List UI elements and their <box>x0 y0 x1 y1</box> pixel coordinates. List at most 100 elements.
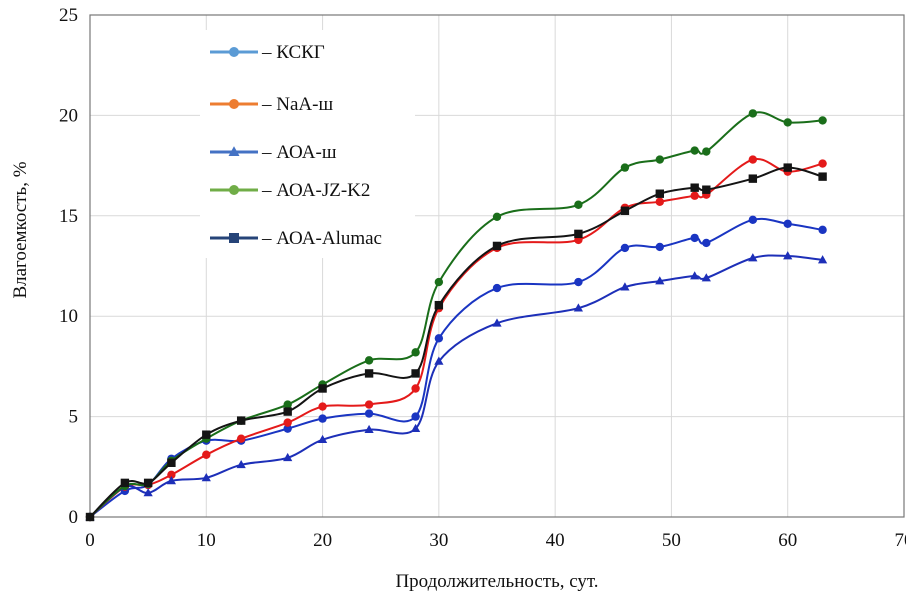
data-point <box>167 470 176 480</box>
data-point <box>783 118 792 127</box>
data-point <box>655 242 664 252</box>
legend-item: – АОА-JZ-K2 <box>210 180 370 201</box>
data-point <box>574 277 583 287</box>
data-point <box>434 300 444 310</box>
x-tick-label: 0 <box>85 530 95 551</box>
data-point <box>229 185 239 195</box>
data-point <box>434 277 444 287</box>
data-point <box>492 318 502 327</box>
data-point <box>410 423 421 433</box>
data-point <box>364 400 374 409</box>
legend-label: – КСКГ <box>261 42 325 63</box>
series-line <box>89 217 823 518</box>
data-point <box>818 225 827 235</box>
data-point <box>620 243 630 253</box>
data-point <box>364 409 374 418</box>
legend-item: – NaA-ш <box>210 94 333 115</box>
data-point <box>574 200 583 209</box>
data-point <box>236 434 246 443</box>
data-point <box>236 459 246 469</box>
data-point <box>492 283 502 293</box>
x-tick-label: 60 <box>778 530 797 551</box>
y-tick-label: 0 <box>69 507 79 528</box>
data-point <box>817 255 828 264</box>
data-point <box>229 99 239 109</box>
data-point <box>701 273 711 282</box>
data-point <box>818 116 827 125</box>
data-point <box>228 146 240 156</box>
data-point <box>434 356 444 365</box>
legend-item: – АОА-Alumac <box>210 228 382 249</box>
data-point <box>573 303 584 312</box>
series-line <box>89 166 823 518</box>
data-point <box>143 488 153 497</box>
series-line <box>89 157 823 518</box>
data-point <box>202 450 211 459</box>
x-tick-label: 30 <box>429 530 448 551</box>
series-group <box>85 109 828 522</box>
data-point <box>620 163 630 172</box>
legend: – КСКГ – NaA-ш – АОА-ш – АОА-JZ-K2 – АОА-Alu… <box>200 30 415 258</box>
data-point <box>620 206 630 215</box>
x-axis-label: Продолжительность, сут. <box>395 571 598 592</box>
data-point <box>748 174 758 183</box>
series-2 <box>85 155 827 522</box>
data-point <box>201 473 211 482</box>
x-tick-label: 50 <box>662 530 681 551</box>
data-point <box>411 348 420 357</box>
data-point <box>167 458 176 467</box>
data-point <box>492 241 502 251</box>
legend-label: – АОА-Alumac <box>261 228 382 249</box>
data-point <box>702 238 711 248</box>
data-point <box>411 412 420 421</box>
x-tick-label: 40 <box>546 530 565 551</box>
data-point <box>783 219 792 229</box>
data-point <box>318 384 327 393</box>
plot-frame <box>89 14 905 518</box>
x-tick-label: 70 <box>895 530 906 551</box>
y-tick-label: 20 <box>59 105 78 126</box>
data-point <box>702 147 711 156</box>
data-point <box>690 146 699 155</box>
y-tick-label: 5 <box>69 407 79 428</box>
data-point <box>655 197 664 206</box>
data-point <box>283 400 292 409</box>
y-tick-label: 10 <box>59 306 78 327</box>
series-line <box>89 254 823 518</box>
legend-item: – АОА-ш <box>210 142 337 163</box>
data-point <box>434 334 444 343</box>
data-point <box>283 407 292 416</box>
series-line <box>89 111 823 518</box>
y-tick-label: 25 <box>59 5 78 26</box>
data-point <box>690 191 699 200</box>
data-point <box>574 229 583 239</box>
data-point <box>620 282 630 291</box>
data-point <box>818 172 827 181</box>
legend-label: – АОА-JZ-K2 <box>261 180 370 201</box>
series-1 <box>85 215 827 522</box>
data-point <box>690 233 699 243</box>
data-point <box>690 271 700 280</box>
data-point <box>364 356 374 365</box>
data-point <box>283 424 292 433</box>
data-point <box>166 476 177 485</box>
series-5 <box>85 163 827 522</box>
data-point <box>229 233 239 243</box>
data-point <box>283 452 293 462</box>
legend-item: – КСКГ <box>210 42 325 63</box>
legend-label: – NaA-ш <box>261 94 333 115</box>
data-point <box>748 253 758 262</box>
data-point <box>702 185 711 194</box>
data-point <box>655 276 665 285</box>
data-point <box>492 212 502 222</box>
data-point <box>748 109 758 118</box>
data-point <box>364 424 374 434</box>
data-point <box>202 430 211 439</box>
data-point <box>318 414 327 423</box>
x-tick-label: 20 <box>313 530 332 551</box>
x-tick-label: 10 <box>197 530 216 551</box>
series-3 <box>85 251 828 521</box>
legend-background <box>200 30 415 258</box>
legend-label: – АОА-ш <box>261 142 337 163</box>
data-point <box>318 402 327 411</box>
